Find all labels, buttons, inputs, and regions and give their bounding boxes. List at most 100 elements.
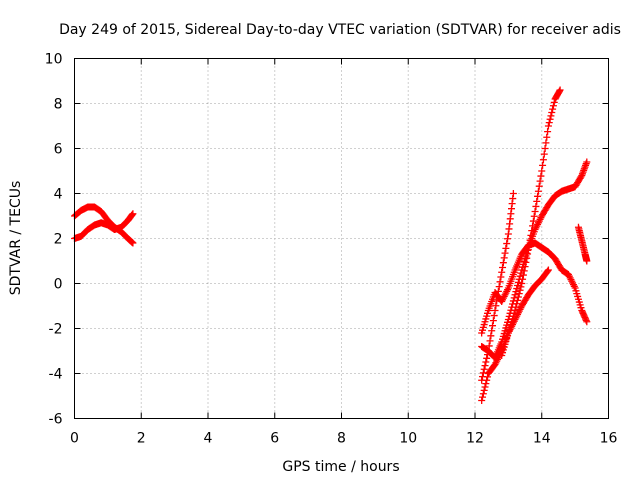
data-point	[484, 347, 492, 355]
data-point	[533, 197, 541, 205]
data-point	[492, 302, 500, 310]
data-point	[504, 235, 512, 243]
data-point	[544, 267, 552, 275]
data-point	[577, 173, 585, 181]
data-point	[494, 292, 502, 300]
data-point	[486, 337, 494, 345]
data-point	[534, 192, 542, 200]
y-tick-label: -2	[49, 322, 63, 338]
data-point	[549, 102, 557, 110]
y-tick-label: -6	[49, 412, 63, 428]
data-point	[544, 122, 552, 130]
data-point	[500, 254, 508, 262]
data-point	[501, 249, 509, 257]
x-tick-label: 6	[270, 431, 279, 447]
data-point	[499, 259, 507, 267]
series-layer	[71, 86, 591, 404]
data-point	[504, 316, 512, 323]
data-point	[517, 283, 525, 291]
data-point	[513, 285, 521, 293]
data-point	[508, 303, 516, 311]
y-tick-label: 6	[54, 142, 63, 158]
data-point	[545, 119, 553, 127]
data-point	[531, 208, 539, 215]
data-point	[537, 172, 545, 180]
data-point	[497, 273, 505, 281]
plot-frame	[74, 58, 609, 419]
x-axis-title: GPS time / hours	[282, 459, 399, 475]
data-point	[494, 287, 502, 295]
data-point	[483, 354, 491, 362]
series-track-h	[574, 223, 591, 265]
data-point	[498, 268, 506, 276]
data-point	[544, 266, 552, 274]
data-point	[549, 105, 557, 113]
data-point	[503, 240, 511, 248]
data-point	[129, 239, 137, 247]
data-point	[478, 397, 486, 404]
series-track-f	[478, 190, 517, 384]
data-point	[479, 393, 487, 401]
data-point	[505, 312, 513, 320]
tick-layer: 0 2 4 6 8 10 12 14 16 -6 -4 -2 0 2 4 6 8 10	[45, 52, 618, 447]
x-tick-label: 14	[533, 431, 551, 447]
data-point	[499, 263, 507, 271]
data-point	[534, 187, 542, 195]
data-point	[479, 373, 487, 381]
data-point	[547, 112, 555, 120]
y-tick-label: 8	[54, 97, 63, 113]
data-point	[514, 278, 522, 286]
data-point	[488, 327, 496, 335]
data-point	[512, 288, 520, 296]
data-point	[583, 158, 591, 166]
data-point	[556, 86, 564, 94]
data-point	[543, 133, 551, 141]
data-point	[583, 318, 591, 326]
data-point	[530, 212, 538, 220]
data-point	[539, 156, 547, 164]
x-tick-label: 4	[204, 431, 213, 447]
series-track-d	[478, 158, 591, 362]
y-tick-label: 2	[54, 232, 63, 248]
data-point	[502, 244, 510, 252]
data-point	[511, 291, 519, 299]
data-point	[482, 358, 490, 366]
x-tick-label: 0	[70, 431, 79, 447]
chart-title: Day 249 of 2015, Sidereal Day-to-day VTE…	[59, 22, 621, 38]
data-point	[532, 202, 540, 210]
data-point	[509, 297, 517, 305]
y-tick-label: -4	[49, 367, 63, 383]
x-tick-label: 16	[600, 431, 618, 447]
data-point	[544, 128, 552, 136]
data-point	[536, 177, 544, 185]
x-tick-label: 8	[337, 431, 346, 447]
data-point	[480, 365, 488, 373]
data-point	[509, 190, 517, 197]
data-point	[484, 351, 492, 359]
data-point	[478, 376, 486, 384]
x-tick-label: 12	[466, 431, 484, 447]
data-point	[496, 278, 504, 286]
data-point	[479, 369, 487, 377]
series-track-g	[498, 266, 552, 359]
data-point	[546, 115, 554, 123]
data-point	[518, 280, 526, 287]
data-point	[507, 306, 515, 314]
data-point	[489, 322, 497, 330]
data-point	[540, 150, 548, 158]
data-point	[481, 383, 489, 391]
data-point	[490, 312, 498, 320]
data-point	[515, 275, 523, 283]
data-point	[538, 167, 546, 175]
data-point	[481, 362, 489, 370]
data-point	[548, 109, 556, 116]
data-point	[529, 217, 537, 225]
x-tick-label: 10	[399, 431, 417, 447]
data-point	[509, 300, 517, 308]
data-point	[489, 317, 497, 325]
data-point	[493, 297, 501, 305]
data-point	[482, 380, 490, 388]
data-point	[550, 98, 558, 106]
data-point	[479, 390, 487, 398]
